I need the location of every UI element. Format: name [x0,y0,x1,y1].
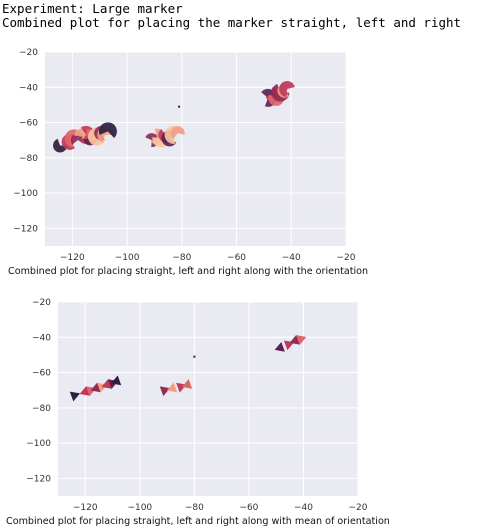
data-point [289,334,300,345]
data-point [181,378,193,389]
plot-area [45,52,346,246]
orientation-scatter-plot: −120 −100 −80 −60 −40 −20 −20 −40 −60 −80 −100 −120… [8,48,368,277]
x-tick-label: −100 [127,503,152,513]
data-point [193,355,196,358]
x-tick-label: −20 [337,253,356,263]
x-tick-label: −120 [60,253,85,263]
x-tick-label: −60 [227,253,246,263]
y-tick-label: −40 [19,83,38,93]
plot-caption: Combined plot for placing straight, left… [8,266,368,277]
y-tick-label: −40 [32,333,51,343]
mean-orientation-scatter-plot: −120 −100 −80 −60 −40 −20 −20 −40 −60 −80 −100 −120… [6,298,390,527]
experiment-subtitle: Combined plot for placing the marker str… [2,15,462,30]
y-tick-label: −120 [26,474,51,484]
data-point [79,386,90,396]
x-tick-label: −40 [294,503,313,513]
x-tick-label: −80 [185,503,204,513]
data-point [110,375,122,386]
data-point [98,122,117,138]
data-point [53,138,68,153]
y-tick-label: −120 [13,224,38,234]
x-tick-label: −40 [282,253,301,263]
x-tick-label: −60 [239,503,258,513]
x-tick-label: −100 [115,253,140,263]
y-tick-label: −100 [13,189,38,199]
y-tick-label: −100 [26,439,51,449]
data-point [101,378,112,389]
y-tick-label: −20 [32,298,51,308]
y-tick-label: −80 [19,154,38,164]
data-point [279,81,295,98]
data-point [166,382,178,393]
y-tick-label: −80 [32,404,51,414]
data-point [170,126,185,139]
data-point [296,335,307,345]
plot-caption: Combined plot for placing straight, left… [6,516,390,527]
y-tick-label: −60 [19,119,38,129]
data-point [159,386,171,397]
x-tick-label: −80 [172,253,191,263]
data-point [274,341,285,352]
y-tick-label: −60 [32,369,51,379]
data-point [90,382,101,393]
x-tick-label: −20 [349,503,368,513]
plot-area [58,302,358,496]
y-tick-label: −20 [19,48,38,58]
experiment-title: Experiment: Large marker [2,1,183,16]
x-tick-label: −120 [73,503,98,513]
data-point [69,391,81,402]
data-point [178,105,181,108]
